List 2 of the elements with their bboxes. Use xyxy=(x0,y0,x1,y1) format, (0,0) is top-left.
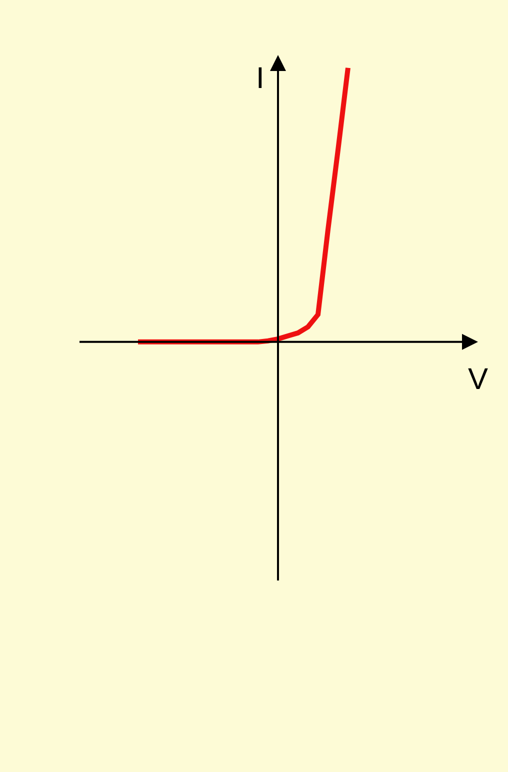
x-axis-title: V xyxy=(468,363,488,396)
y-axis-title: I xyxy=(256,62,264,95)
